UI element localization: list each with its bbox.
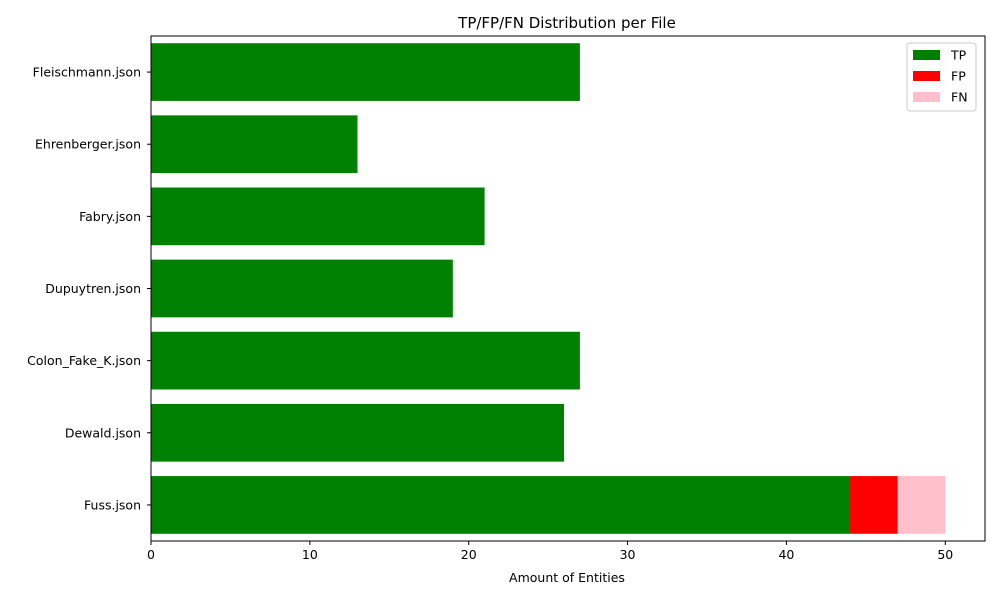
y-tick-label: Ehrenberger.json (35, 137, 141, 152)
bar-tp-5 (151, 403, 565, 462)
y-tick-label: Dupuytren.json (45, 281, 141, 296)
x-axis-title: Amount of Entities (509, 570, 625, 585)
x-tick-label: 20 (461, 547, 477, 562)
bar-fp-6 (849, 476, 898, 534)
y-tick-label: Fuss.json (84, 497, 141, 512)
x-tick-label: 50 (937, 547, 953, 562)
y-tick-label: Dewald.json (65, 425, 141, 440)
legend-swatch-fp (913, 71, 940, 81)
y-tick-label: Fabry.json (79, 209, 141, 224)
plot-area: Fleischmann.json Ehrenberger.json Fabry.js… (27, 35, 986, 562)
y-tick-label: Fleischmann.json (33, 65, 141, 80)
legend-swatch-fn (913, 92, 940, 102)
x-tick-label: 0 (147, 547, 155, 562)
legend-label-fp: FP (951, 69, 966, 84)
bar-fn-6 (897, 476, 946, 534)
legend-label-fn: FN (951, 90, 968, 105)
bar-tp-3 (151, 259, 453, 318)
chart-title: TP/FP/FN Distribution per File (457, 14, 676, 32)
x-tick-label: 30 (620, 547, 636, 562)
y-tick-label: Colon_Fake_K.json (27, 353, 141, 368)
legend-label-tp: TP (950, 48, 967, 63)
bar-tp-6 (151, 476, 850, 534)
bar-tp-0 (151, 43, 580, 101)
bar-tp-1 (151, 115, 358, 174)
legend-swatch-tp (913, 50, 940, 60)
bar-tp-4 (151, 331, 580, 390)
axes-frame (150, 35, 986, 542)
x-tick-label: 40 (778, 547, 794, 562)
bar-tp-2 (151, 187, 485, 246)
x-tick-label: 10 (302, 547, 318, 562)
